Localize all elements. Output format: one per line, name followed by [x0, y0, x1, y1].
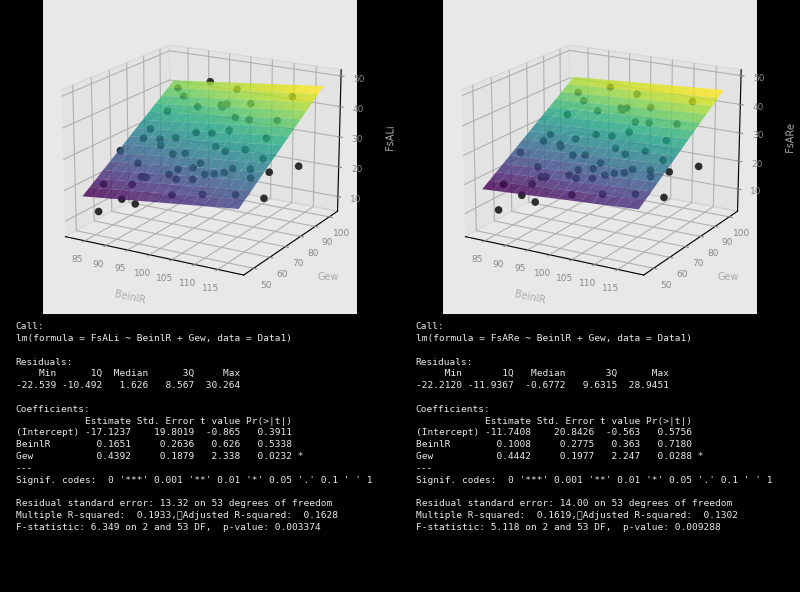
X-axis label: BeinlR: BeinlR: [114, 289, 147, 305]
Text: Call:
lm(formula = FsALi ~ BeinlR + Gew, data = Data1)

Residuals:
    Min      : Call: lm(formula = FsALi ~ BeinlR + Gew,…: [16, 322, 372, 532]
X-axis label: BeinlR: BeinlR: [514, 289, 547, 305]
Y-axis label: Gew: Gew: [718, 272, 739, 282]
Y-axis label: Gew: Gew: [318, 272, 339, 282]
Text: Call:
lm(formula = FsARe ~ BeinlR + Gew, data = Data1)

Residuals:
     Min     : Call: lm(formula = FsARe ~ BeinlR + Gew,…: [416, 322, 772, 532]
